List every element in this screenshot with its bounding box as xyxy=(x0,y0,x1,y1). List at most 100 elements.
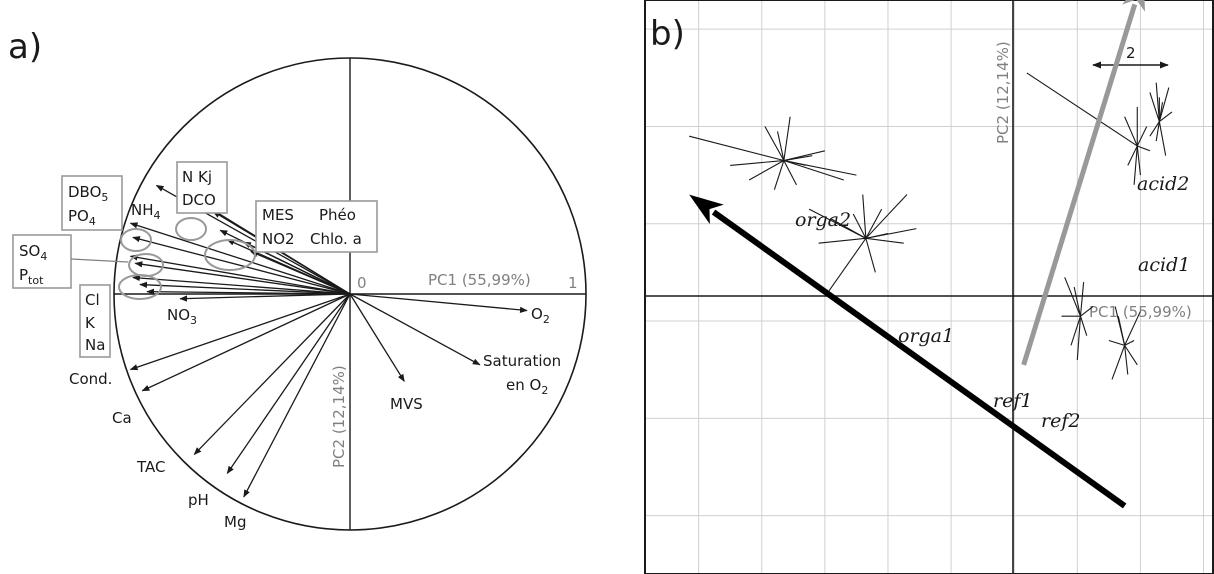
spider-line-ref1 xyxy=(1070,316,1081,346)
spider-line-orga1 xyxy=(818,237,866,244)
pc2-axis-label-b: PC2 (12,14%) xyxy=(994,41,1012,144)
spider-line-acid2 xyxy=(1159,111,1173,123)
origin-label: 0 xyxy=(357,274,367,292)
label-mvs: MVS xyxy=(390,395,423,413)
label-orga1: orga1 xyxy=(898,325,954,347)
label-ph: pH xyxy=(188,491,209,509)
vector-dbo5 xyxy=(129,222,351,295)
spider-line-orga1 xyxy=(830,218,867,239)
vector-cl xyxy=(132,274,351,295)
label-nkj: N Kj xyxy=(182,168,212,186)
label-chloa: Chlo. a xyxy=(310,230,362,248)
spider-line-orga2 xyxy=(689,135,784,162)
label-o2: O2 xyxy=(531,305,550,326)
trajectory-arrows xyxy=(689,0,1146,509)
vector-po4 xyxy=(132,236,351,295)
label-acid1: acid1 xyxy=(1138,254,1190,276)
spider-line-ref2 xyxy=(1117,316,1126,346)
vector-cond xyxy=(129,293,351,371)
label-no3: NO3 xyxy=(167,306,197,327)
spider-line-acid1 xyxy=(1124,116,1138,147)
group-ellipse-cl-k-na xyxy=(118,274,162,300)
spider-line-ref1 xyxy=(1076,316,1082,361)
pc2-axis-label: PC2 (12,14%) xyxy=(330,365,348,468)
pc1-end-label: 1 xyxy=(568,274,578,292)
label-box-so-ptot xyxy=(12,234,72,289)
spider-line-acid2 xyxy=(1158,121,1167,156)
label-dco: DCO xyxy=(182,191,216,209)
loading-vectors xyxy=(129,184,528,498)
label-box-mes xyxy=(255,200,378,253)
vector-ptot xyxy=(134,261,351,295)
spider-line-ref1 xyxy=(1064,277,1081,317)
spider-line-acid2 xyxy=(1158,102,1164,122)
spider-line-acid1 xyxy=(1136,145,1141,176)
spider-line-orga2 xyxy=(730,159,784,166)
label-dbo5: DBO5 xyxy=(68,183,108,204)
vector-mg xyxy=(243,293,351,498)
group-ellipse-nkj-dco xyxy=(175,217,207,241)
grid xyxy=(645,0,1213,574)
spider-line-orga2 xyxy=(783,150,825,162)
spider-line-acid2 xyxy=(1149,121,1160,137)
label-box-cl-k-na xyxy=(79,284,111,358)
group-ellipse-mes xyxy=(204,239,256,271)
spider-line-acid1 xyxy=(1137,145,1151,152)
spider-line-orga1 xyxy=(865,237,904,244)
spider-line-ref2 xyxy=(1124,345,1138,366)
spider-line-ref1 xyxy=(1079,282,1085,317)
label-box-nkj-dco xyxy=(176,161,228,214)
spider-line-orga1 xyxy=(865,194,908,239)
vector-tac xyxy=(193,293,351,456)
spider-line-orga2 xyxy=(783,159,857,176)
label-mes: MES xyxy=(262,206,294,224)
trajectory-arrow-head xyxy=(689,194,724,225)
label-box-dbo-po xyxy=(61,175,123,231)
vector-no3 xyxy=(179,293,351,302)
panel-b-frame xyxy=(644,0,1214,574)
spider-line-acid1 xyxy=(1026,72,1138,147)
label-na: Na xyxy=(85,336,105,354)
spider-line-acid1 xyxy=(1133,145,1138,185)
spider-line-orga2 xyxy=(783,160,844,181)
label-k: K xyxy=(85,314,96,332)
so-ptot-leader xyxy=(70,258,129,263)
vector-ca xyxy=(141,293,351,392)
label-no2: NO2 xyxy=(262,230,295,248)
spider-line-orga1 xyxy=(865,208,883,239)
spider-line-ref2 xyxy=(1124,345,1129,375)
scale-label: 2 xyxy=(1126,44,1136,62)
spider-line-ref1 xyxy=(1080,306,1094,317)
vector-satO2 xyxy=(349,293,481,366)
spider-line-orga2 xyxy=(773,160,785,190)
spider-line-orga1 xyxy=(852,213,867,239)
vector-so4 xyxy=(129,254,351,295)
spider-line-acid2 xyxy=(1158,87,1170,122)
label-cond: Cond. xyxy=(69,370,112,388)
group-ellipse-dbo-po xyxy=(120,228,152,252)
vector-k xyxy=(139,281,351,295)
vector-o2 xyxy=(349,293,528,313)
spider-line-ref2 xyxy=(1124,340,1135,346)
label-tac: TAC xyxy=(136,458,165,476)
label-so4: SO4 xyxy=(19,242,47,263)
label-mg: Mg xyxy=(224,513,246,531)
spider-line-orga2 xyxy=(748,160,785,181)
spider-line-orga2 xyxy=(764,126,785,161)
spider-line-orga1 xyxy=(865,238,876,273)
panel-a-correlation-circle: a) PC1 (55,99%) 0 1 PC2 (12,14%) NH4 N K… xyxy=(8,27,587,531)
label-en-o2: en O2 xyxy=(506,376,548,397)
label-nh4: NH4 xyxy=(131,201,161,222)
label-ref1: ref2 xyxy=(1041,410,1080,432)
label-acid2: acid2 xyxy=(1137,173,1189,195)
label-ptot: Ptot xyxy=(19,266,44,287)
spider-line-ref1 xyxy=(1073,286,1082,317)
panel-b-label: b) xyxy=(650,14,685,54)
spider-line-acid1 xyxy=(1136,126,1148,147)
pc1-axis-label: PC1 (55,99%) xyxy=(428,271,531,289)
spider-line-acid2 xyxy=(1155,121,1160,142)
label-ref2: ref1 xyxy=(993,390,1032,412)
spider-line-orga2 xyxy=(783,116,791,161)
spider-line-orga1 xyxy=(862,194,867,239)
spider-line-orga2 xyxy=(776,131,785,161)
